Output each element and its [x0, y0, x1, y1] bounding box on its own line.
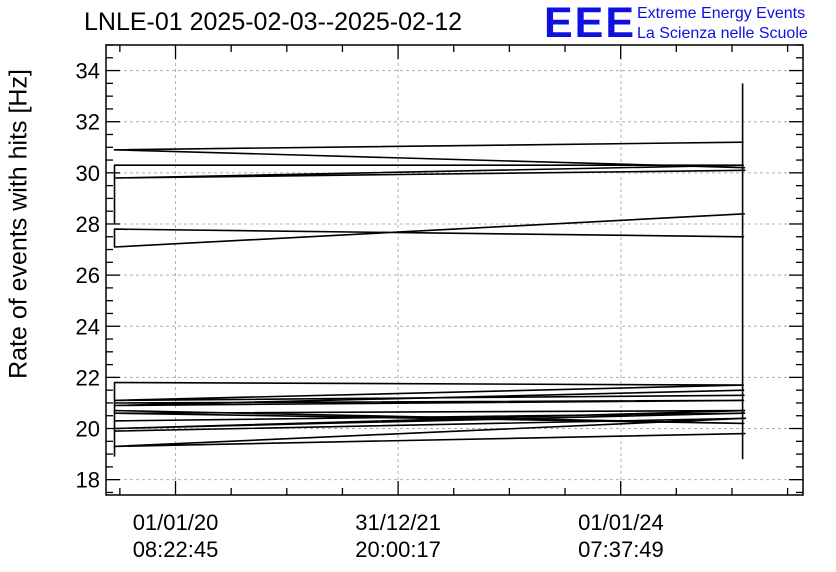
x-tick-label-time: 07:37:49: [578, 537, 664, 562]
y-tick-label: 24: [76, 314, 100, 339]
y-tick-label: 28: [76, 212, 100, 237]
y-tick-label: 30: [76, 161, 100, 186]
x-tick-label-date: 31/12/21: [355, 510, 441, 535]
series-line: [113, 141, 746, 169]
series-line: [113, 417, 747, 448]
eee-logo: EEE: [544, 0, 637, 47]
x-tick-label-time: 20:00:17: [355, 537, 441, 562]
logo-line-2: La Scienza nelle Scuole: [637, 25, 808, 42]
chart-title: LNLE-01 2025-02-03--2025-02-12: [84, 8, 463, 36]
y-tick-label: 26: [76, 263, 100, 288]
y-axis-label: Rate of events with hits [Hz]: [4, 69, 33, 379]
y-tick-label: 34: [76, 59, 100, 84]
y-tick-label: 18: [76, 468, 100, 493]
series-line: [113, 164, 746, 224]
series-line: [113, 409, 746, 430]
x-tick-label-time: 08:22:45: [133, 537, 219, 562]
series-line: [113, 213, 745, 248]
plot-frame: [105, 44, 804, 496]
y-tick-label: 22: [76, 365, 100, 390]
x-tick-label-date: 01/01/20: [133, 510, 219, 535]
logo-line-1: Extreme Energy Events: [637, 5, 806, 22]
y-tick-label: 20: [76, 417, 100, 442]
series-line: [113, 389, 745, 407]
y-tick-label: 32: [76, 110, 100, 135]
x-tick-label-date: 01/01/24: [578, 510, 664, 535]
